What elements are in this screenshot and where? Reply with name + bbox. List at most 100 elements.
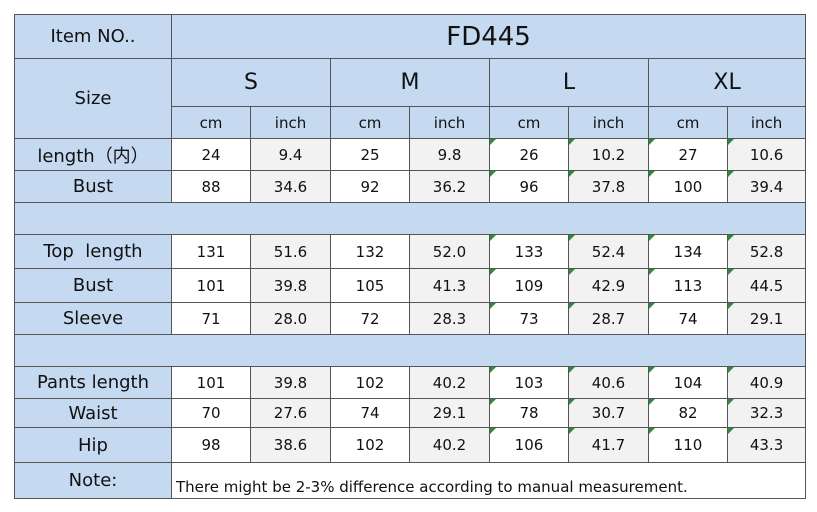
value-cell: 109 [489, 268, 569, 303]
value-cell: 30.7 [568, 398, 649, 428]
value-cell: 72 [330, 302, 410, 335]
value-cell: 39.8 [250, 366, 331, 399]
value-cell: 34.6 [250, 170, 331, 203]
section-divider [13, 334, 807, 367]
unit-cell: cm [489, 106, 569, 139]
row-label-top-length: Top length [14, 234, 172, 269]
value-cell: 113 [648, 268, 728, 303]
row-label-bust: Bust [14, 170, 172, 203]
value-cell: 105 [330, 268, 410, 303]
value-cell: 36.2 [409, 170, 490, 203]
value-cell: 96 [489, 170, 569, 203]
value-cell: 98 [171, 427, 251, 463]
size-l-header: L [489, 58, 649, 107]
value-cell: 110 [648, 427, 728, 463]
value-cell: 40.2 [409, 366, 490, 399]
item-number-label: Item NO.. [14, 14, 172, 59]
value-cell: 24 [171, 138, 251, 171]
row-label-waist: Waist [14, 398, 172, 428]
unit-cell: cm [171, 106, 251, 139]
value-cell: 9.4 [250, 138, 331, 171]
size-m-header: M [330, 58, 490, 107]
value-cell: 51.6 [250, 234, 331, 269]
table-row: Pants length 101 39.8 102 40.2 103 40.6 … [14, 366, 807, 399]
value-cell: 40.2 [409, 427, 490, 463]
value-cell: 101 [171, 366, 251, 399]
value-cell: 70 [171, 398, 251, 428]
value-cell: 27 [648, 138, 728, 171]
value-cell: 52.4 [568, 234, 649, 269]
table-row: Sleeve 71 28.0 72 28.3 73 28.7 74 29.1 [14, 302, 807, 335]
size-label: Size [14, 58, 172, 139]
value-cell: 52.0 [409, 234, 490, 269]
value-cell: 40.6 [568, 366, 649, 399]
row-label-bust: Bust [14, 268, 172, 303]
value-cell: 103 [489, 366, 569, 399]
unit-cell: cm [330, 106, 410, 139]
unit-cell: cm [648, 106, 728, 139]
table-row: Hip 98 38.6 102 40.2 106 41.7 110 43.3 [14, 427, 807, 463]
value-cell: 132 [330, 234, 410, 269]
value-cell: 28.7 [568, 302, 649, 335]
value-cell: 28.3 [409, 302, 490, 335]
value-cell: 39.8 [250, 268, 331, 303]
value-cell: 28.0 [250, 302, 331, 335]
value-cell: 40.9 [726, 366, 807, 399]
section-divider [13, 202, 807, 235]
value-cell: 10.2 [568, 138, 649, 171]
value-cell: 41.7 [568, 427, 649, 463]
value-cell: 39.4 [726, 170, 807, 203]
value-cell: 104 [648, 366, 728, 399]
size-header-row: Size S M L XL [14, 58, 807, 139]
value-cell: 88 [171, 170, 251, 203]
note-text: There might be 2-3% difference according… [170, 462, 807, 499]
unit-cell: inch [250, 106, 331, 139]
item-number-value: FD445 [170, 14, 807, 59]
value-cell: 78 [489, 398, 569, 428]
table-row: Top length 131 51.6 132 52.0 133 52.4 13… [14, 234, 807, 269]
value-cell: 74 [648, 302, 728, 335]
value-cell: 43.3 [726, 427, 807, 463]
value-cell: 134 [648, 234, 728, 269]
value-cell: 82 [648, 398, 728, 428]
value-cell: 25 [330, 138, 410, 171]
value-cell: 44.5 [726, 268, 807, 303]
table-row: Waist 70 27.6 74 29.1 78 30.7 82 32.3 [14, 398, 807, 428]
value-cell: 29.1 [409, 398, 490, 428]
size-xl-header: XL [647, 58, 807, 107]
value-cell: 102 [330, 366, 410, 399]
value-cell: 100 [648, 170, 728, 203]
row-label-hip: Hip [14, 427, 172, 463]
value-cell: 32.3 [726, 398, 807, 428]
item-row: Item NO.. FD445 [14, 14, 807, 59]
value-cell: 52.8 [726, 234, 807, 269]
size-s-header: S [171, 58, 331, 107]
note-label: Note: [14, 462, 172, 499]
value-cell: 71 [171, 302, 251, 335]
value-cell: 10.6 [726, 138, 807, 171]
value-cell: 29.1 [726, 302, 807, 335]
value-cell: 101 [171, 268, 251, 303]
row-label-pants-length: Pants length [14, 366, 172, 399]
size-chart-table: Item NO.. FD445 Size S M L XL cm inch cm… [13, 14, 807, 499]
value-cell: 37.8 [568, 170, 649, 203]
value-cell: 73 [489, 302, 569, 335]
note-row: Note: There might be 2-3% difference acc… [14, 462, 807, 499]
value-cell: 131 [171, 234, 251, 269]
value-cell: 27.6 [250, 398, 331, 428]
row-label-length: length（内） [14, 138, 172, 171]
unit-cell: inch [409, 106, 490, 139]
value-cell: 42.9 [568, 268, 649, 303]
table-row: length（内） 24 9.4 25 9.8 26 10.2 27 10.6 [14, 138, 807, 171]
row-label-sleeve: Sleeve [14, 302, 172, 335]
unit-header-row: cm inch cm inch cm inch cm inch [15, 106, 807, 139]
section-divider-cell [13, 202, 807, 235]
table-row: Bust 88 34.6 92 36.2 96 37.8 100 39.4 [14, 170, 807, 203]
value-cell: 106 [489, 427, 569, 463]
value-cell: 26 [489, 138, 569, 171]
unit-cell: inch [726, 106, 807, 139]
value-cell: 38.6 [250, 427, 331, 463]
value-cell: 74 [330, 398, 410, 428]
value-cell: 9.8 [409, 138, 490, 171]
table-row: Bust 101 39.8 105 41.3 109 42.9 113 44.5 [14, 268, 807, 303]
